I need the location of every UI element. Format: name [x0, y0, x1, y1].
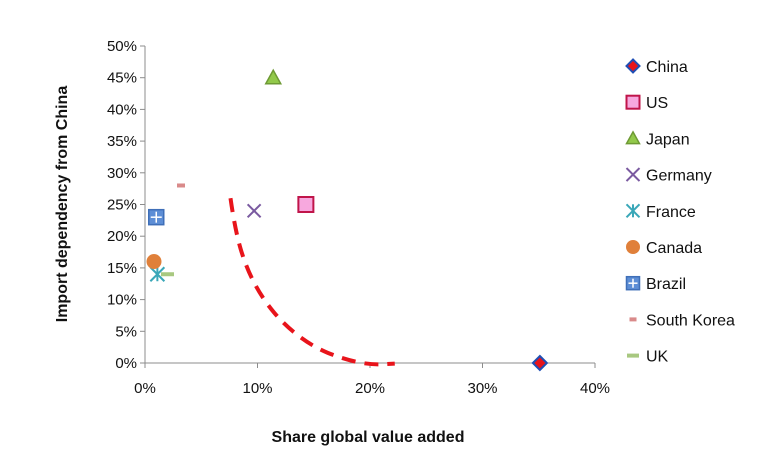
y-tick-label: 50%	[107, 38, 137, 55]
legend-marker	[625, 203, 641, 219]
legend-label: China	[646, 59, 688, 76]
y-tick-label: 5%	[115, 323, 137, 340]
x-tick-label: 40%	[580, 380, 610, 397]
y-tick-label: 35%	[107, 133, 137, 150]
legend-marker	[627, 353, 639, 358]
legend-item-us: US	[625, 94, 668, 112]
legend-marker	[625, 58, 641, 74]
legend-marker	[629, 317, 637, 322]
legend-marker	[625, 130, 641, 145]
point-uk	[161, 272, 174, 277]
point-us	[297, 196, 315, 213]
x-tick-label: 30%	[467, 380, 497, 397]
point-canada	[146, 254, 162, 270]
y-tick-label: 10%	[107, 292, 137, 309]
legend-label: South Korea	[646, 312, 735, 329]
legend-label: US	[646, 95, 668, 112]
point-japan	[264, 68, 283, 85]
legend: China US Japan Germany France Canada Brazil Sou…	[625, 58, 735, 366]
legend-label: UK	[646, 349, 669, 366]
legend-item-uk: UK	[627, 349, 669, 366]
y-tick-label: 15%	[107, 260, 137, 277]
y-tick-label: 45%	[107, 70, 137, 87]
legend-label: Canada	[646, 240, 702, 257]
legend-item-brazil: Brazil	[625, 275, 686, 293]
y-tick-label: 0%	[115, 355, 137, 372]
x-tick-label: 10%	[242, 380, 272, 397]
marker-stroke	[625, 167, 641, 182]
plot-area: 0% 5% 10% 15% 20% 25% 30% 35% 40% 45% 50% 0% 10% 20% 3…	[107, 38, 610, 397]
point-france	[149, 266, 166, 282]
legend-marker	[625, 94, 641, 110]
dashed-curve	[228, 197, 395, 367]
legend-item-france: France	[625, 203, 696, 221]
marker-stroke	[246, 203, 262, 219]
y-tick-label: 40%	[107, 101, 137, 118]
legend-marker	[625, 167, 641, 182]
legend-marker	[626, 240, 640, 254]
y-axis-title: Import dependency from China	[54, 86, 71, 323]
legend-label: Brazil	[646, 276, 686, 293]
y-tick-label: 30%	[107, 165, 137, 182]
y-tick-label: 20%	[107, 228, 137, 245]
point-south-korea	[177, 183, 185, 188]
legend-item-japan: Japan	[625, 130, 690, 148]
x-tick-label: 20%	[355, 380, 385, 397]
legend-label: Germany	[646, 168, 712, 185]
point-china	[531, 354, 549, 372]
legend-label: Japan	[646, 131, 690, 148]
point-germany	[246, 203, 262, 219]
legend-item-canada: Canada	[626, 240, 702, 257]
legend-label: France	[646, 204, 696, 221]
x-axis-title: Share global value added	[272, 429, 465, 446]
y-tick-label: 25%	[107, 197, 137, 214]
legend-item-germany: Germany	[625, 167, 712, 185]
x-tick-label: 0%	[134, 380, 156, 397]
legend-item-china: China	[625, 58, 688, 76]
legend-item-south-korea: South Korea	[629, 312, 735, 329]
point-brazil	[148, 208, 165, 226]
legend-marker	[625, 275, 641, 291]
data-points	[146, 68, 549, 372]
